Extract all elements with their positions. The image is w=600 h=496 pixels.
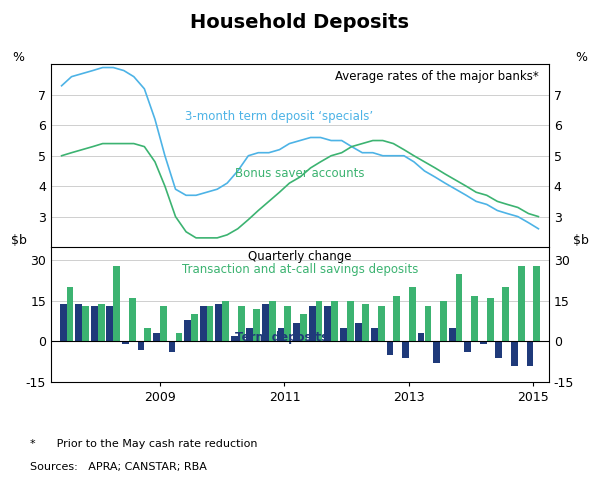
Bar [91, 307, 98, 341]
Bar [316, 301, 322, 341]
Bar [355, 322, 362, 341]
Bar [480, 341, 487, 344]
Bar [278, 328, 284, 341]
Text: Quarterly change: Quarterly change [248, 249, 352, 263]
Bar [200, 307, 206, 341]
Bar [75, 304, 82, 341]
Bar [324, 307, 331, 341]
Bar [269, 301, 276, 341]
Bar [518, 266, 525, 341]
Bar [347, 301, 353, 341]
Bar [82, 307, 89, 341]
Bar [293, 322, 300, 341]
Bar [247, 328, 253, 341]
Text: *      Prior to the May cash rate reduction: * Prior to the May cash rate reduction [30, 439, 257, 449]
Bar [371, 328, 378, 341]
Bar [122, 341, 129, 344]
Text: $b: $b [11, 234, 26, 247]
Bar [238, 307, 245, 341]
Bar [340, 328, 347, 341]
Bar [113, 266, 120, 341]
Bar [253, 309, 260, 341]
Bar [471, 296, 478, 341]
Text: Household Deposits: Household Deposits [191, 13, 409, 32]
Bar [67, 288, 73, 341]
Bar [206, 307, 214, 341]
Bar [386, 341, 394, 355]
Bar [215, 304, 222, 341]
Bar [440, 301, 447, 341]
Text: Sources:   APRA; CANSTAR; RBA: Sources: APRA; CANSTAR; RBA [30, 462, 207, 472]
Bar [455, 274, 463, 341]
Text: %: % [13, 52, 25, 64]
Bar [527, 341, 533, 366]
Text: Average rates of the major banks*: Average rates of the major banks* [335, 70, 539, 83]
Bar [409, 288, 416, 341]
Bar [60, 304, 67, 341]
Bar [418, 333, 424, 341]
Bar [284, 307, 291, 341]
Bar [222, 301, 229, 341]
Bar [184, 320, 191, 341]
Bar [106, 307, 113, 341]
Bar [433, 341, 440, 363]
Bar [362, 304, 369, 341]
Bar [309, 307, 316, 341]
Bar [300, 314, 307, 341]
Bar [533, 266, 540, 341]
Bar [502, 288, 509, 341]
Bar [262, 304, 269, 341]
Bar [331, 301, 338, 341]
Text: Term deposits: Term deposits [235, 331, 328, 344]
Bar [176, 333, 182, 341]
Text: Bonus saver accounts: Bonus saver accounts [235, 167, 365, 180]
Text: %: % [575, 52, 587, 64]
Bar [496, 341, 502, 358]
Bar [402, 341, 409, 358]
Bar [449, 328, 455, 341]
Bar [464, 341, 471, 352]
Bar [129, 298, 136, 341]
Bar [394, 296, 400, 341]
Text: 3-month term deposit ‘specials’: 3-month term deposit ‘specials’ [185, 110, 374, 123]
Bar [98, 304, 104, 341]
Bar [153, 333, 160, 341]
Bar [487, 298, 494, 341]
Bar [191, 314, 198, 341]
Bar [511, 341, 518, 366]
Bar [378, 307, 385, 341]
Bar [169, 341, 175, 352]
Bar [425, 307, 431, 341]
Bar [137, 341, 145, 350]
Bar [231, 336, 238, 341]
Text: Transaction and at-call savings deposits: Transaction and at-call savings deposits [182, 263, 418, 276]
Text: $b: $b [574, 234, 589, 247]
Bar [160, 307, 167, 341]
Bar [145, 328, 151, 341]
